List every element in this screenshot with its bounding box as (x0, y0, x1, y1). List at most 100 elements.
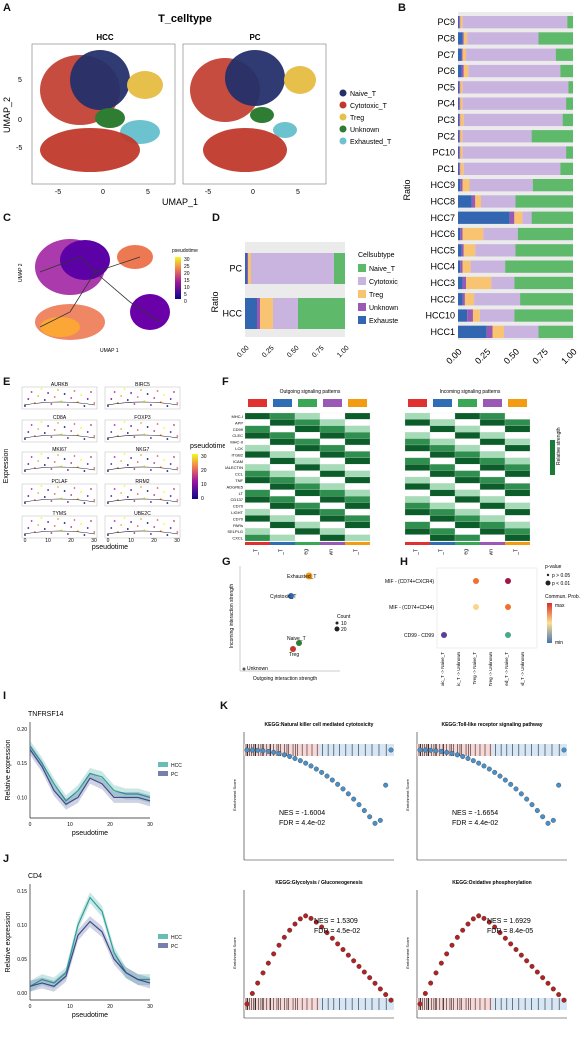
f-heat-cell (479, 476, 506, 484)
bar-category-label: HCC7 (430, 213, 455, 223)
e-cell-dot (113, 488, 116, 490)
f-heat-cell (454, 438, 481, 446)
k-es-point (492, 924, 498, 930)
panel-e-colorbar (192, 454, 198, 499)
e-cell-dot (76, 401, 79, 403)
k-es-point (335, 941, 341, 947)
bar-segment (462, 81, 569, 94)
bar-segment (470, 260, 506, 273)
f-heat-cell (504, 476, 531, 484)
e-cell-dot (67, 404, 69, 406)
bar-segment (459, 97, 461, 110)
e-cell-dot (86, 431, 89, 433)
k-es-point (249, 747, 255, 753)
f-heat-cell (244, 496, 271, 503)
umap-xtick-5: 0 (251, 189, 255, 196)
f-heat-cell (294, 502, 321, 510)
panel-label-k: K (220, 700, 228, 712)
d-legend-swatch (358, 316, 366, 324)
f-heat-cell (344, 496, 371, 503)
d-xtick: 1.00 (336, 345, 351, 360)
f-heat-cell (479, 502, 506, 510)
k-es-point (260, 970, 266, 976)
e-cell-dot (60, 465, 63, 467)
e-cell-dot (176, 499, 179, 501)
e-cell-dot (43, 528, 46, 530)
e-trend-line (106, 401, 179, 406)
e-trend-line (106, 498, 179, 503)
f-heat-cell (319, 508, 346, 516)
bar-segment (517, 227, 573, 241)
f-heat-cell (479, 489, 506, 497)
g-label-cytotoxic: Cytotoxic_T (270, 594, 296, 600)
f-heat-cell (294, 496, 321, 503)
panel-label-c: C (3, 212, 11, 224)
f-heat-cell (454, 489, 481, 497)
f-heat-cell (429, 502, 456, 510)
e-cell-dot (159, 466, 162, 468)
f-heat-cell (269, 476, 296, 484)
e-cell-dot (37, 395, 40, 397)
line-ytick: 0.10 (17, 923, 27, 929)
f-heat-cell (319, 419, 346, 426)
e-cell-dot (169, 495, 172, 497)
e-gene-title: MKI67 (52, 447, 67, 453)
f-heat-cell (404, 419, 431, 426)
bar-segment (458, 293, 463, 306)
e-cell-dot (140, 389, 142, 391)
h-legend-pval-1: p > 0.05 (552, 573, 570, 579)
f-heat-cell (244, 521, 271, 529)
e-cell-dot (60, 529, 63, 531)
f-heat-cell (294, 534, 321, 542)
panel-label-f: F (222, 376, 229, 388)
bar-category-label: HCC8 (430, 196, 455, 206)
e-gene-title: UBE2C (134, 511, 151, 517)
umap-legend-3: Treg (350, 115, 364, 122)
f-heat-cell (454, 528, 481, 535)
f-heat-cell (429, 483, 456, 490)
f-heat-cell (429, 476, 456, 484)
f-heat-cell (294, 464, 321, 471)
f-heat-cell (344, 521, 371, 529)
e-cell-dot (173, 520, 175, 522)
k-es-point (502, 935, 508, 941)
f-heat-cell (344, 432, 371, 439)
e-cell-dot (86, 463, 89, 465)
bar-xtick: 0.00 (444, 347, 463, 366)
f-heat-cell (294, 451, 321, 458)
panel-i-svg: TNFRSF14 0.20 0.15 0.10 0 10 20 30 pseudotime Rel… (5, 711, 182, 837)
h-legend-pval-2: p < 0.01 (552, 581, 570, 587)
f-heat-cell (504, 425, 531, 433)
k-es-point (492, 769, 498, 775)
e-cell-dot (43, 464, 46, 466)
f-heat-cell (244, 444, 271, 452)
panel-label-e: E (3, 376, 11, 388)
e-cell-dot (47, 489, 49, 491)
e-cell-dot (63, 490, 66, 492)
line-ytick: 0.20 (17, 727, 27, 733)
k-es-point (271, 951, 277, 957)
k-es-point (361, 969, 367, 975)
k-es-point (486, 766, 492, 772)
f-heat-cell (429, 438, 456, 446)
e-cell-dot (60, 400, 63, 402)
e-cell-dot (57, 454, 59, 456)
f-heat-cell (479, 451, 506, 458)
e-cell-dot (40, 485, 43, 487)
f-heat-cell (244, 457, 271, 465)
d-legend-swatch (358, 264, 366, 272)
h-row-1: MIF - (CD74+CXCR4) (385, 579, 434, 585)
k-es-point (340, 947, 346, 952)
k-title: KEGG:Oxidative phosphorylation (452, 880, 531, 886)
f-row-label: GALECTIN (225, 465, 243, 470)
bar-segment (538, 325, 573, 338)
f-heat-cell (504, 438, 531, 446)
k-es-point (367, 975, 373, 981)
f-heat-cell (319, 483, 346, 490)
line-ytick: 0.05 (17, 957, 27, 963)
bar-category-label: HCC9 (430, 180, 455, 190)
f-bottom-bar (430, 542, 455, 545)
e-cell-dot (83, 405, 86, 407)
e-cell-dot (140, 422, 142, 424)
k-es-point (476, 913, 482, 919)
